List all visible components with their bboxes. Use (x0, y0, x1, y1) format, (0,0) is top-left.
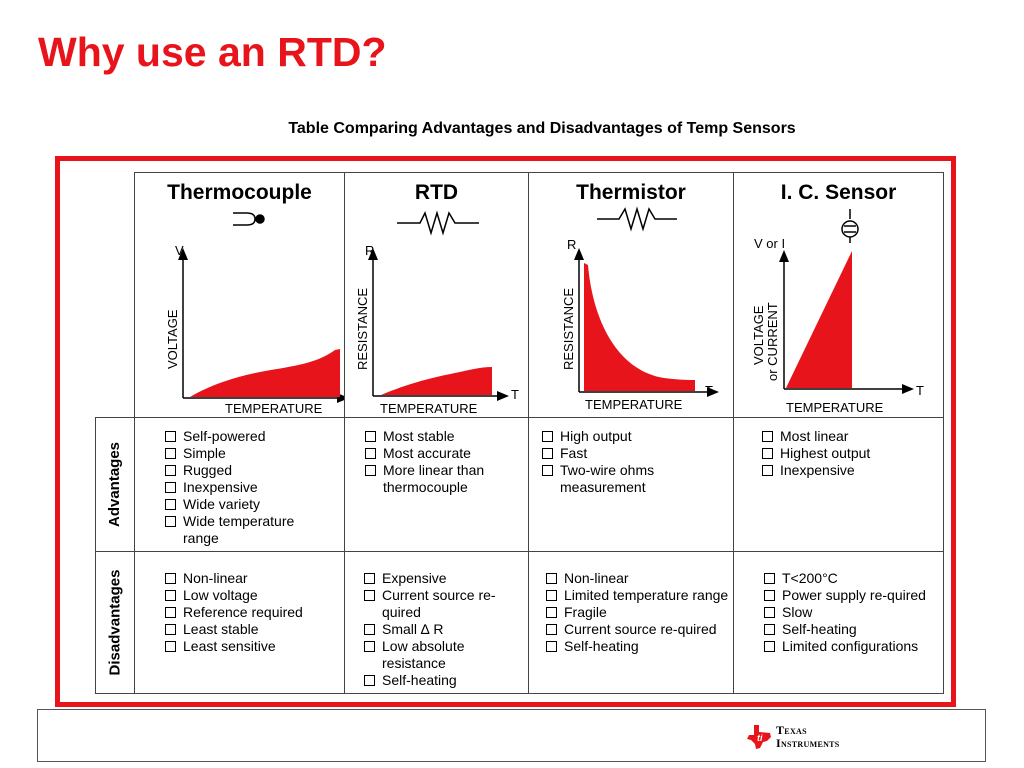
list-item: Highest output (762, 445, 932, 462)
list-item: Limited temperature range (546, 587, 734, 604)
axis-letter-x-ic-sensor: T (916, 383, 924, 398)
list-item: Expensive (364, 570, 514, 587)
logo-line2: Instruments (776, 736, 840, 750)
header-cell-ic-sensor: I. C. Sensor V or I T TEMPERATURE VOLTAG… (733, 172, 944, 418)
advantages-list-ic-sensor: Most linear Highest output Inexpensive (762, 428, 932, 479)
advantages-list-thermocouple: Self-powered Simple Rugged Inexpensive W… (165, 428, 335, 547)
header-cell-thermocouple: Thermocouple V T TEMPERATURE VOLTAGE (134, 172, 345, 418)
texas-instruments-logo: ti Texas Instruments (746, 724, 840, 750)
texas-state-icon: ti (747, 725, 771, 749)
highlight-frame (55, 156, 956, 707)
list-item: Least sensitive (165, 638, 340, 655)
list-item: High output (542, 428, 692, 445)
sensor-name-ic-sensor: I. C. Sensor (780, 181, 897, 204)
advantages-cell-thermocouple: Self-powered Simple Rugged Inexpensive W… (134, 417, 345, 552)
list-item: Wide temperature range (165, 513, 313, 547)
advantages-list-rtd: Most stable Most accurate More linear th… (365, 428, 515, 496)
axis-label-y-rtd: RESISTANCE (355, 288, 370, 370)
resistor-symbol-icon (397, 210, 479, 236)
disadvantages-cell-thermocouple: Non-linear Low voltage Reference require… (134, 551, 345, 694)
disadvantages-cell-ic-sensor: T<200°C Power supply re-quired Slow Self… (733, 551, 944, 694)
disadvantages-list-thermocouple: Non-linear Low voltage Reference require… (165, 570, 340, 655)
disadvantages-list-rtd: Expensive Current source re-quired Small… (364, 570, 514, 689)
graph-thermocouple: V T TEMPERATURE VOLTAGE (165, 212, 344, 416)
table-caption: Table Comparing Advantages and Disadvant… (288, 120, 796, 137)
list-item: Fast (542, 445, 692, 462)
thermocouple-symbol-icon (233, 212, 265, 226)
sensor-name-thermistor: Thermistor (576, 181, 686, 204)
list-item: Low absolute resistance (364, 638, 492, 672)
advantages-cell-ic-sensor: Most linear Highest output Inexpensive (733, 417, 944, 552)
ic-sensor-symbol-icon (841, 209, 859, 243)
list-item: Inexpensive (165, 479, 335, 496)
disadvantages-cell-rtd: Expensive Current source re-quired Small… (344, 551, 529, 694)
sensor-name-rtd: RTD (414, 181, 459, 204)
curve-rtd (381, 367, 492, 395)
advantages-cell-rtd: Most stable Most accurate More linear th… (344, 417, 529, 552)
graph-thermistor: R T TEMPERATURE RESISTANCE (561, 206, 719, 412)
list-item: Small ∆ R (364, 621, 514, 638)
header-cell-rtd: RTD R T TEMPERATURE RESISTANCE (344, 172, 529, 418)
advantages-cell-thermistor: High output Fast Two-wire ohms measureme… (528, 417, 734, 552)
row-label-cell-disadvantages (95, 551, 135, 694)
slide-title: Why use an RTD? (38, 29, 387, 75)
list-item: Non-linear (546, 570, 721, 587)
disadvantages-list-thermistor: Non-linear Limited temperature range Fra… (546, 570, 728, 655)
axis-letter-y-rtd: R (365, 243, 374, 258)
axis-letter-x-thermistor: T (705, 383, 713, 398)
disadvantages-cell-thermistor: Non-linear Limited temperature range Fra… (528, 551, 734, 694)
logo-line1: Texas (776, 723, 807, 737)
row-label-disadvantages: Disadvantages (106, 569, 124, 676)
axis-label-y-thermocouple: VOLTAGE (165, 309, 180, 369)
axis-label-y-ic-sensor-line1: VOLTAGE (751, 305, 766, 365)
list-item: Slow (764, 604, 944, 621)
axis-letter-x-rtd: T (511, 387, 519, 402)
curve-ic-sensor (786, 251, 852, 388)
list-item: Most accurate (365, 445, 515, 462)
list-item: Two-wire ohms measurement (542, 462, 685, 496)
list-item: Self-heating (364, 672, 514, 689)
svg-text:ti: ti (757, 733, 763, 743)
axis-label-y-ic-sensor-line2: or CURRENT (765, 302, 780, 381)
disadvantages-list-ic-sensor: T<200°C Power supply re-quired Slow Self… (764, 570, 944, 655)
list-item: Current source re-quired (364, 587, 517, 621)
list-item: Low voltage (165, 587, 340, 604)
list-item: Most stable (365, 428, 515, 445)
list-item: Inexpensive (762, 462, 932, 479)
axis-label-y-thermistor: RESISTANCE (561, 288, 576, 370)
list-item: Limited configurations (764, 638, 944, 655)
resistor-symbol-icon (597, 206, 677, 232)
list-item: Power supply re-quired (764, 587, 932, 604)
list-item: Self-heating (764, 621, 944, 638)
sensor-name-thermocouple: Thermocouple (167, 181, 312, 204)
list-item: More linear than thermocouple (365, 462, 508, 496)
list-item: Reference required (165, 604, 340, 621)
axis-letter-y-ic-sensor: V or I (754, 236, 785, 251)
axis-letter-y-thermocouple: V (175, 243, 184, 258)
list-item: Self-heating (546, 638, 721, 655)
axis-label-x-thermistor: TEMPERATURE (585, 397, 683, 412)
list-item: Wide variety (165, 496, 335, 513)
list-item: Least stable (165, 621, 340, 638)
advantages-list-thermistor: High output Fast Two-wire ohms measureme… (542, 428, 692, 496)
list-item: Fragile (546, 604, 721, 621)
slide-footer (37, 709, 986, 762)
list-item: Non-linear (165, 570, 340, 587)
graph-ic-sensor: V or I T TEMPERATURE VOLTAGE or CURRENT (751, 209, 924, 415)
list-item: Self-powered (165, 428, 335, 445)
curve-thermistor (584, 263, 695, 391)
graph-rtd: R T TEMPERATURE RESISTANCE (355, 210, 519, 416)
list-item: T<200°C (764, 570, 944, 587)
list-item: Rugged (165, 462, 335, 479)
axis-label-x-ic-sensor: TEMPERATURE (786, 400, 884, 415)
axis-label-x-rtd: TEMPERATURE (380, 401, 478, 416)
list-item: Most linear (762, 428, 932, 445)
list-item: Current source re-quired (546, 621, 724, 638)
row-label-advantages: Advantages (106, 441, 124, 528)
header-cell-thermistor: Thermistor R T TEMPERATURE RESISTANCE (528, 172, 734, 418)
axis-label-x-thermocouple: TEMPERATURE (225, 401, 323, 416)
list-item: Simple (165, 445, 335, 462)
curve-thermocouple (190, 349, 340, 397)
axis-letter-y-thermistor: R (567, 237, 576, 252)
